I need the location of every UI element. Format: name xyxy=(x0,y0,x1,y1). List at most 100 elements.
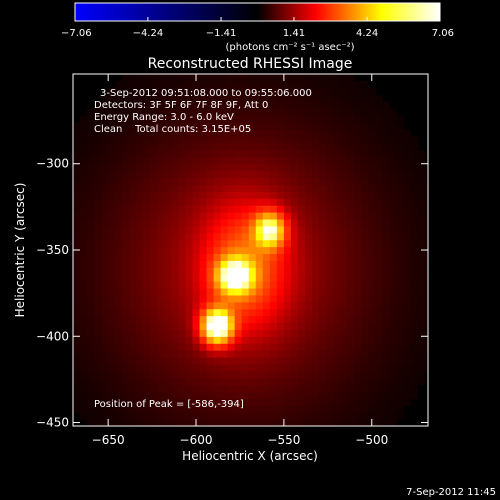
heatmap-cell xyxy=(199,246,208,255)
heatmap-cell xyxy=(220,363,229,372)
heatmap-cell xyxy=(122,308,130,317)
heatmap-cell xyxy=(136,205,144,213)
heatmap-cell xyxy=(333,239,341,248)
heatmap-cell xyxy=(234,212,243,220)
heatmap-cell xyxy=(213,143,222,151)
heatmap-cell xyxy=(206,308,215,317)
heatmap-cell xyxy=(185,129,194,137)
heatmap-cell xyxy=(206,191,215,199)
heatmap-cell xyxy=(122,419,130,426)
heatmap-cell xyxy=(255,281,264,289)
heatmap-cell xyxy=(255,225,264,234)
heatmap-cell xyxy=(354,101,362,110)
heatmap-cell xyxy=(382,336,390,344)
heatmap-cell xyxy=(340,87,348,96)
heatmap-cell xyxy=(276,253,285,261)
heatmap-cell xyxy=(262,343,271,351)
heatmap-cell xyxy=(319,281,327,289)
heatmap-cell xyxy=(185,370,194,379)
heatmap-cell xyxy=(417,301,426,310)
heatmap-cell xyxy=(403,246,412,255)
heatmap-cell xyxy=(213,239,222,248)
heatmap-cell xyxy=(319,419,327,426)
heatmap-cell xyxy=(143,225,151,234)
heatmap-cell xyxy=(297,108,306,117)
heatmap-cell xyxy=(417,205,426,213)
heatmap-cell xyxy=(312,294,320,303)
heatmap-cell xyxy=(417,218,426,227)
heatmap-cell xyxy=(73,308,81,317)
heatmap-cell xyxy=(333,170,341,179)
heatmap-cell xyxy=(361,225,369,234)
heatmap-cell xyxy=(290,370,299,379)
heatmap-cell xyxy=(276,232,285,241)
heatmap-cell xyxy=(312,198,320,206)
heatmap-cell xyxy=(396,412,404,420)
heatmap-cell xyxy=(192,322,201,330)
heatmap-cell xyxy=(297,87,306,96)
heatmap-cell xyxy=(382,322,390,330)
heatmap-cell xyxy=(333,225,341,234)
heatmap-cell xyxy=(80,218,88,227)
heatmap-cell xyxy=(73,129,81,137)
heatmap-cell xyxy=(319,274,327,282)
heatmap-cell xyxy=(94,149,102,158)
heatmap-cell xyxy=(290,384,299,393)
heatmap-cell xyxy=(354,170,362,179)
heatmap-cell xyxy=(171,267,180,275)
heatmap-cell xyxy=(164,136,173,144)
heatmap-cell xyxy=(241,191,250,199)
heatmap-cell xyxy=(368,253,376,261)
heatmap-cell xyxy=(326,205,334,213)
heatmap-cell xyxy=(115,191,123,199)
heatmap-cell xyxy=(312,329,320,337)
heatmap-cell xyxy=(178,405,187,413)
heatmap-cell xyxy=(417,308,426,317)
heatmap-cell xyxy=(361,218,369,227)
heatmap-cell xyxy=(297,370,306,379)
heatmap-cell xyxy=(389,329,397,337)
heatmap-cell xyxy=(255,170,264,179)
heatmap-cell xyxy=(227,212,236,220)
heatmap-cell xyxy=(375,170,383,179)
heatmap-cell xyxy=(276,274,285,282)
heatmap-cell xyxy=(326,184,334,192)
heatmap-cell xyxy=(255,301,264,310)
heatmap-cell xyxy=(73,170,81,179)
heatmap-cell xyxy=(340,405,348,413)
heatmap-cell xyxy=(178,350,187,358)
heatmap-cell xyxy=(234,115,243,123)
heatmap-cell xyxy=(164,74,173,82)
heatmap-cell xyxy=(122,198,130,206)
heatmap-cell xyxy=(319,356,327,365)
heatmap-cell xyxy=(234,419,243,426)
heatmap-cell xyxy=(241,274,250,282)
heatmap-cell xyxy=(227,405,236,413)
heatmap-cell xyxy=(319,129,327,137)
heatmap-cell xyxy=(150,315,158,324)
heatmap-cell xyxy=(375,384,383,393)
heatmap-cell xyxy=(220,405,229,413)
heatmap-cell xyxy=(122,212,130,220)
heatmap-cell xyxy=(382,363,390,372)
heatmap-cell xyxy=(269,122,278,130)
heatmap-cell xyxy=(94,419,102,426)
heatmap-cell xyxy=(108,343,116,351)
heatmap-cell xyxy=(403,294,412,303)
heatmap-cell xyxy=(108,191,116,199)
heatmap-cell xyxy=(403,350,412,358)
heatmap-cell xyxy=(108,294,116,303)
heatmap-cell xyxy=(297,287,306,296)
heatmap-cell xyxy=(368,350,376,358)
heatmap-cell xyxy=(361,356,369,365)
heatmap-cell xyxy=(80,336,88,344)
heatmap-cell xyxy=(361,177,369,186)
heatmap-cell xyxy=(171,377,180,386)
heatmap-cell xyxy=(368,336,376,344)
heatmap-cell xyxy=(319,267,327,275)
heatmap-cell xyxy=(361,205,369,213)
heatmap-cell xyxy=(199,419,208,426)
heatmap-cell xyxy=(220,377,229,386)
heatmap-cell xyxy=(312,267,320,275)
heatmap-cell xyxy=(269,170,278,179)
